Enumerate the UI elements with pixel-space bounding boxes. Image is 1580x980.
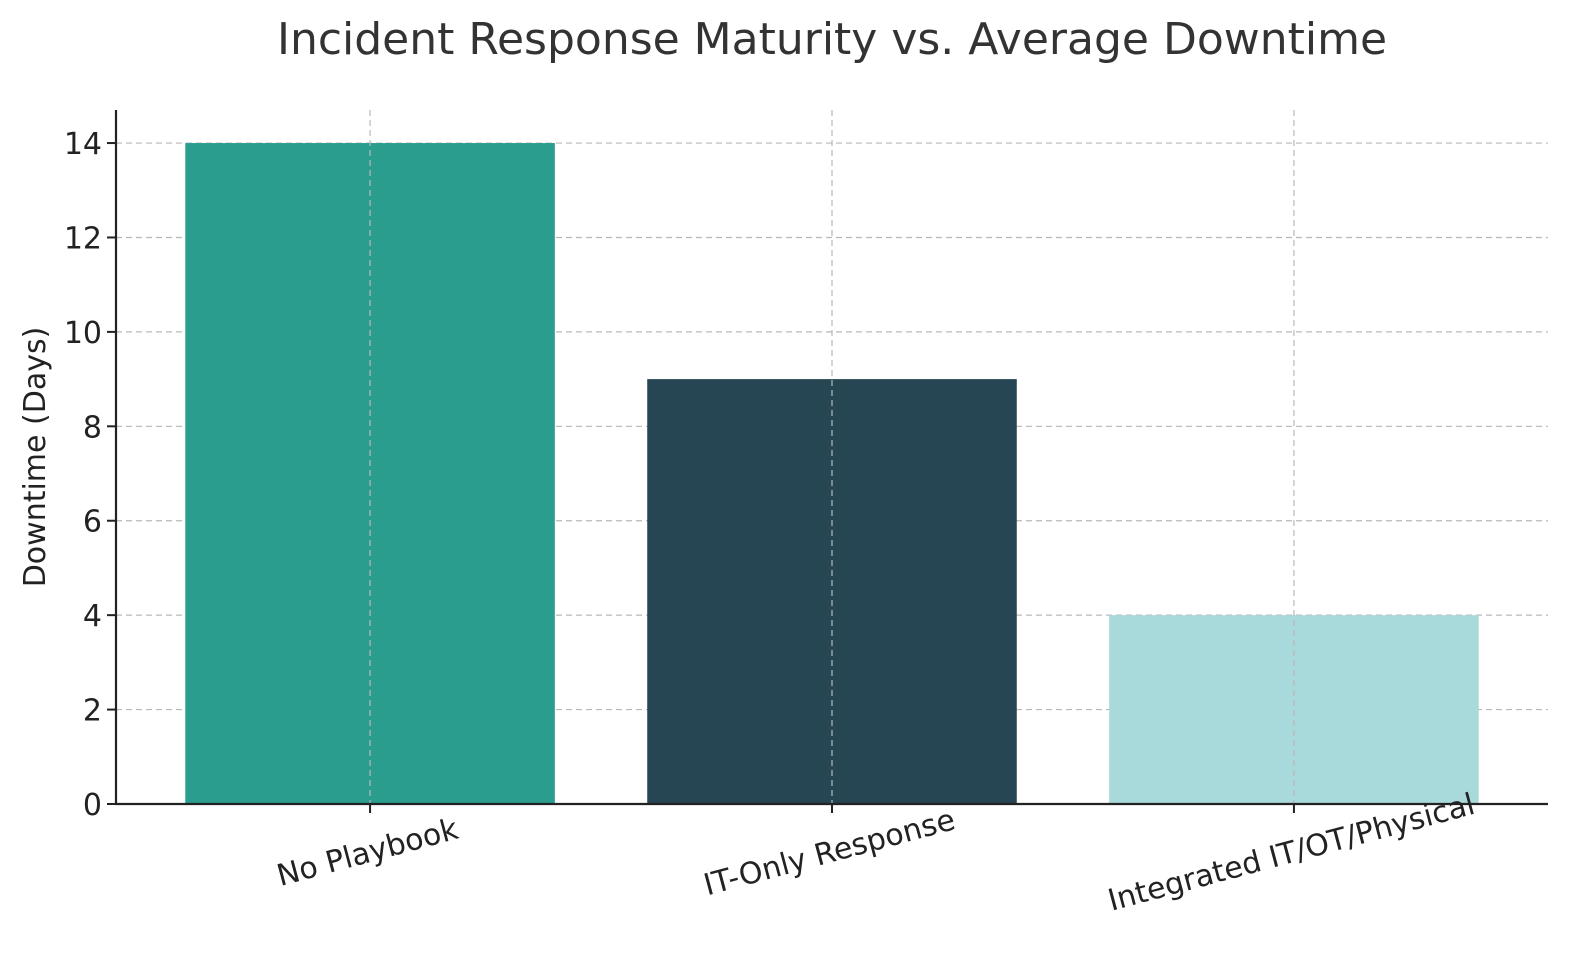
- y-tick-label-3: 6: [83, 505, 102, 540]
- y-tick-label-6: 12: [64, 221, 102, 256]
- y-tick-label-2: 4: [83, 599, 102, 634]
- y-tick-label-4: 8: [83, 410, 102, 445]
- x-tick-label-2: Integrated IT/OT/Physical: [1104, 787, 1478, 919]
- vertical-grid-layer: [369, 110, 1295, 804]
- chart-title: Incident Response Maturity vs. Average D…: [277, 14, 1387, 65]
- y-axis-label: Downtime (Days): [18, 327, 53, 588]
- x-tick-label-0: No Playbook: [273, 812, 462, 894]
- x-tick-label-1: IT-Only Response: [700, 802, 959, 903]
- y-tick-label-5: 10: [64, 316, 102, 351]
- y-tick-label-1: 2: [83, 694, 102, 729]
- y-tick-label-7: 14: [64, 127, 102, 162]
- y-tick-label-0: 0: [83, 788, 102, 823]
- axes-layer: [107, 110, 1548, 813]
